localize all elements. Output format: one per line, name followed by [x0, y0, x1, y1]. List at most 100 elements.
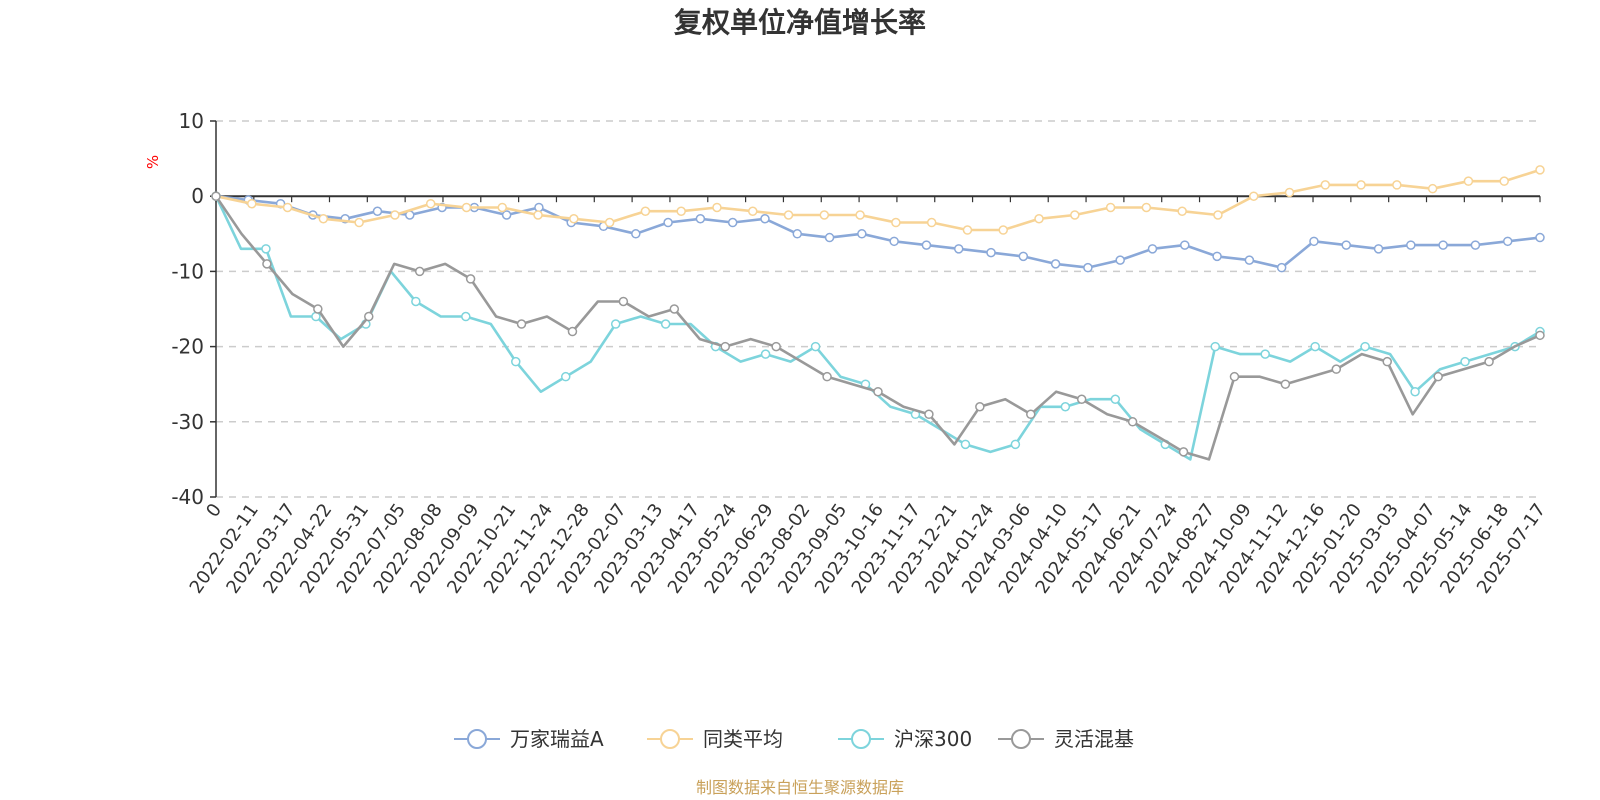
series-point: [712, 202, 722, 213]
series-point: [1392, 180, 1402, 190]
series-point: [534, 202, 544, 213]
series-line-1: [215, 168, 1541, 232]
legend-marker-icon: [1011, 729, 1031, 749]
series-point: [1535, 165, 1545, 175]
series-point: [819, 210, 830, 220]
series-point: [1177, 206, 1187, 216]
series-point: [1502, 236, 1513, 247]
legend-label: 沪深300: [894, 727, 972, 751]
series-point: [411, 296, 421, 307]
series-point: [631, 229, 641, 239]
legend-marker-icon: [660, 729, 680, 749]
series-point: [1280, 379, 1291, 389]
series-point: [1382, 356, 1392, 367]
legend-marker-icon: [851, 729, 871, 749]
series-point: [311, 311, 321, 322]
series-point: [926, 217, 937, 228]
series-point: [516, 319, 527, 329]
series-point: [640, 206, 651, 216]
series-point: [511, 356, 521, 367]
series-point: [1463, 176, 1474, 186]
series-point: [1438, 240, 1448, 250]
series-point: [771, 341, 781, 352]
series-point: [211, 191, 221, 201]
series-point: [1060, 402, 1071, 412]
series-point: [1284, 187, 1295, 198]
series-point: [1356, 180, 1366, 190]
legend-item-0[interactable]: 万家瑞益A: [454, 727, 604, 751]
series-point: [748, 206, 758, 216]
series-point: [1026, 409, 1036, 420]
series-point: [372, 206, 383, 216]
series-point: [425, 198, 436, 209]
series-point: [1427, 183, 1438, 194]
series-point: [1141, 202, 1152, 213]
series-point: [1180, 240, 1190, 250]
series-point: [461, 202, 472, 213]
series-point: [924, 409, 934, 420]
y-tick-label: 0: [191, 184, 204, 208]
series-point: [1331, 364, 1342, 374]
series-point: [461, 311, 471, 322]
series-point: [1248, 191, 1259, 201]
y-tick-label: -20: [171, 335, 204, 359]
series-point: [1320, 180, 1331, 190]
series-point: [1115, 255, 1125, 265]
source-note: 制图数据来自恒生聚源数据库: [696, 778, 904, 797]
series-point: [1484, 356, 1494, 367]
series-point: [497, 202, 508, 213]
series-point: [1083, 262, 1093, 273]
series-point: [855, 210, 865, 220]
series-point: [414, 266, 425, 277]
series-line-2: [214, 195, 1541, 461]
series-point: [533, 210, 543, 220]
series-line-3: [214, 195, 1541, 461]
series-point: [1360, 341, 1370, 352]
y-tick-label: -30: [171, 410, 204, 434]
series-point: [1310, 341, 1320, 352]
series-point: [1210, 341, 1220, 352]
x-tick-label: 0: [202, 500, 226, 521]
series-point: [889, 236, 899, 247]
series-point: [1260, 349, 1270, 359]
legend-item-1[interactable]: 同类平均: [647, 727, 783, 751]
series-group: [211, 165, 1545, 461]
series-point: [465, 274, 476, 284]
series-point: [857, 229, 867, 239]
series-point: [1433, 371, 1443, 382]
legend-label: 灵活混基: [1054, 727, 1134, 751]
series-point: [783, 210, 794, 220]
series-point: [998, 225, 1008, 235]
legend-item-2[interactable]: 沪深300: [838, 727, 972, 751]
series-point: [1244, 255, 1255, 265]
y-tick-label: -10: [171, 259, 204, 283]
series-point: [1499, 176, 1509, 186]
series-point: [318, 214, 329, 224]
series-point: [1341, 240, 1351, 250]
y-axis-label: %: [144, 155, 162, 169]
series-point: [1406, 240, 1416, 250]
series-point: [1034, 214, 1044, 224]
series-point: [313, 304, 323, 314]
series-point: [1460, 356, 1470, 367]
series-point: [282, 202, 293, 213]
y-tick-label: -40: [171, 485, 204, 509]
y-tick-label: 10: [179, 109, 204, 133]
series-point: [986, 247, 996, 258]
series-point: [247, 198, 257, 209]
series-point: [760, 349, 771, 359]
series-point: [960, 439, 971, 450]
x-axis: 02022-02-112022-03-172022-04-222022-05-3…: [186, 195, 1550, 598]
series-point: [1178, 447, 1189, 457]
series-point: [261, 244, 271, 254]
series-point: [921, 240, 932, 250]
legend-item-3[interactable]: 灵活混基: [998, 727, 1134, 751]
series-point: [1470, 240, 1481, 250]
series-point: [695, 214, 706, 224]
series-point: [810, 341, 821, 352]
series-point: [364, 311, 374, 322]
series-point: [669, 304, 680, 314]
series-line-0: [215, 194, 1541, 269]
series-point: [1105, 202, 1116, 213]
legend[interactable]: 万家瑞益A 同类平均 沪深300 灵活混基: [454, 727, 1134, 751]
